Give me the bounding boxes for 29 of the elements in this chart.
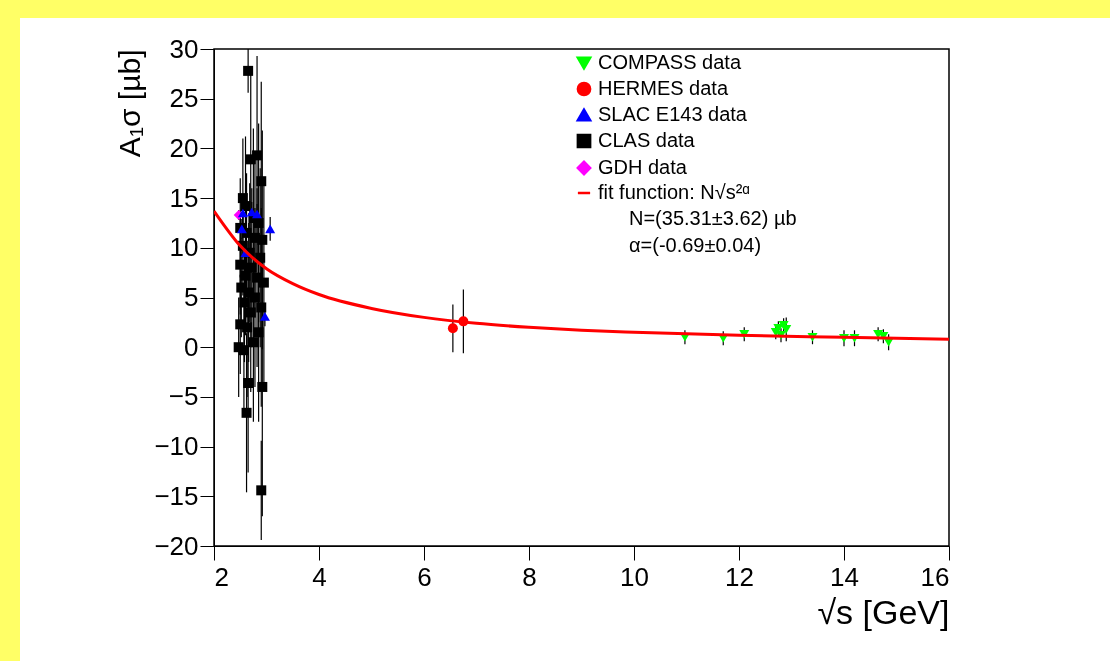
x-tick-label: 14 xyxy=(830,561,859,592)
y-tick-label: 15 xyxy=(169,182,199,213)
annotation: α=(-0.69±0.04) xyxy=(629,234,762,256)
x-tick-label: 6 xyxy=(417,561,432,592)
y-tick-label: 5 xyxy=(184,282,199,312)
y-axis-title: A₁σ [µb] xyxy=(113,49,147,158)
y-tick-label: −15 xyxy=(154,480,199,511)
x-tick-label: 16 xyxy=(920,561,950,592)
y-tick-label: 30 xyxy=(169,33,199,64)
y-tick-label: 0 xyxy=(184,331,199,362)
x-tick-label: 8 xyxy=(522,561,537,592)
y-tick-label: 10 xyxy=(169,232,199,263)
y-tick-label: −5 xyxy=(168,381,199,412)
y-tick-label: 25 xyxy=(169,83,199,114)
y-tick-label: −10 xyxy=(154,431,199,462)
x-axis-title: √s [GeV] xyxy=(817,592,950,631)
x-tick-label: 10 xyxy=(620,561,649,592)
legend-label: CLAS data xyxy=(598,129,696,151)
x-tick-label: 4 xyxy=(312,561,327,592)
y-tick-label: −20 xyxy=(154,530,199,561)
x-tick-label: 2 xyxy=(214,561,229,592)
y-tick-label: 20 xyxy=(169,132,199,163)
legend-label: HERMES data xyxy=(598,77,729,99)
legend-label: SLAC E143 data xyxy=(598,103,748,125)
legend-label: fit function: N√s²ᵅ xyxy=(598,181,750,203)
legend-label: GDH data xyxy=(598,156,688,178)
annotation: N=(35.31±3.62) µb xyxy=(629,207,797,229)
legend-label: COMPASS data xyxy=(598,51,742,73)
x-tick-label: 12 xyxy=(725,561,754,592)
